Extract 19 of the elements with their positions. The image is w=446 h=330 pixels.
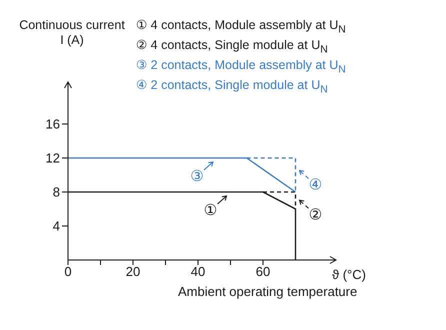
y-tick-label: 16 (46, 116, 60, 132)
annotation: ④ 2 contacts, Single module at U$_{N}$ (136, 78, 329, 98)
legend-label: ② (308, 206, 322, 224)
x-tick-label: 20 (126, 264, 140, 280)
x-tick-label: 60 (256, 264, 270, 280)
y-axis-title: Continuous current I (A) (18, 18, 126, 48)
legend-label: ④ (308, 176, 322, 194)
y-tick-label: 12 (46, 150, 60, 166)
y-tick-label: 4 (52, 218, 60, 234)
text: ① 4 contacts, Module assembly at U$_{N}$ (136, 18, 346, 38)
y-tick-label: 8 (52, 184, 60, 200)
x-axis-title: Ambient operating temperature (178, 284, 358, 299)
text: ϑ (°C) (332, 267, 366, 282)
legend-label: ③ (190, 168, 204, 185)
x-tick-label: 0 (64, 264, 72, 280)
x-tick-label: 40 (190, 264, 206, 280)
text: ② 4 contacts, Single module at U$_{N}$ (136, 38, 329, 58)
text: ③ 2 contacts, Module assembly at U$_{N}$ (136, 58, 346, 78)
legend-label: ① (204, 202, 218, 219)
